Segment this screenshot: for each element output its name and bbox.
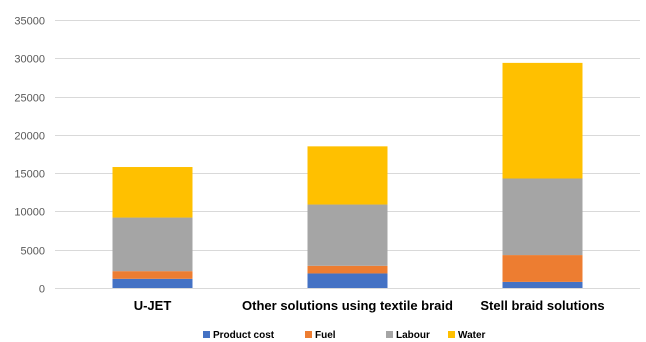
legend-swatch-1 [305,331,312,338]
legend-label-0: Product cost [213,330,275,341]
bar-segment-0-1 [112,271,193,279]
bar-segment-2-0 [502,281,583,288]
legend-label-3: Water [458,330,486,341]
category-label-1: Other solutions using textile braid [242,298,453,313]
y-axis-tick-labels: 0 5000 10000 15000 20000 25000 30000 35000 [14,16,45,296]
category-label-2: Stell braid solutions [480,298,604,313]
bar-segment-2-2 [502,178,583,256]
y-tick-label-7: 35000 [14,16,45,28]
bar-segment-2-3 [502,62,583,179]
legend-swatch-0 [203,331,210,338]
legend-label-2: Labour [396,330,430,341]
bar-segment-0-3 [112,167,193,218]
bar-segment-1-3 [307,146,388,205]
legend-swatch-2 [386,331,393,338]
bar-segment-2-1 [502,255,583,282]
y-tick-label-3: 15000 [14,169,45,181]
bars [112,62,583,288]
y-tick-label-5: 25000 [14,93,45,105]
category-label-0: U-JET [134,298,172,313]
y-tick-label-2: 10000 [14,207,45,219]
y-tick-label-1: 5000 [21,246,45,258]
bar-segment-0-2 [112,217,193,272]
legend-label-1: Fuel [315,330,336,341]
y-tick-label-0: 0 [39,284,45,296]
bar-segment-1-0 [307,273,388,288]
bar-segment-1-2 [307,204,388,266]
bar-segment-0-0 [112,278,193,288]
bar-segment-1-1 [307,265,388,274]
legend-swatch-3 [448,331,455,338]
x-axis-category-labels: U-JET Other solutions using textile braid… [134,298,605,313]
y-tick-label-6: 30000 [14,54,45,66]
y-tick-label-4: 20000 [14,131,45,143]
legend: Product cost Fuel Labour Water [203,330,486,341]
